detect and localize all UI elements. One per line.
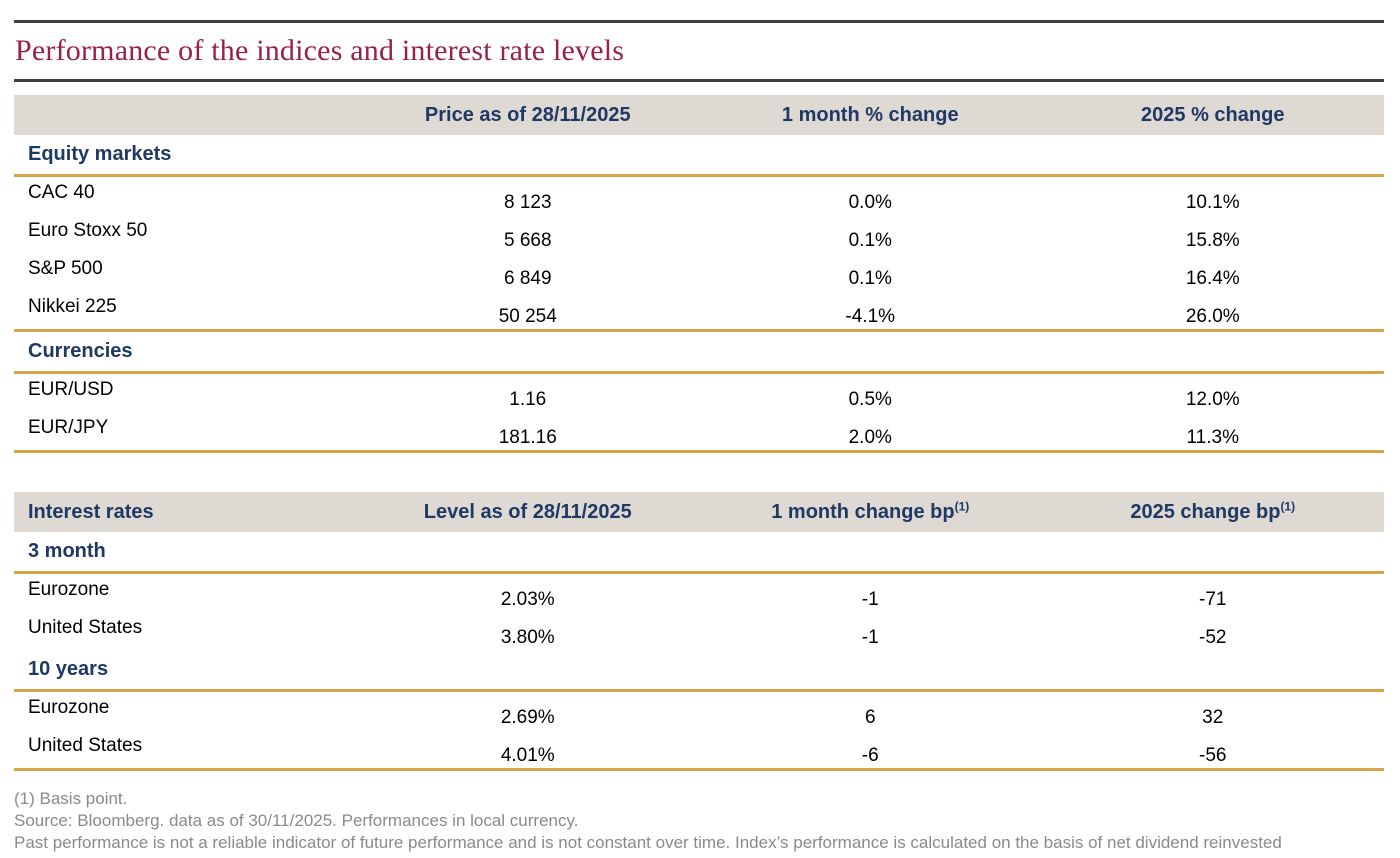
- row-1m-change: 0.5%: [848, 389, 892, 410]
- row-ytd-change: 11.3%: [1186, 427, 1239, 448]
- market-header-price: Price as of 28/11/2025: [424, 103, 631, 126]
- rates-header-1m: 1 month change bp(1): [771, 498, 970, 523]
- row-1m-change: 2.0%: [848, 427, 892, 448]
- footnote-source: Source: Bloomberg. data as of 30/11/2025…: [14, 811, 579, 830]
- gold-rule: [14, 571, 1384, 574]
- gold-rule: [14, 329, 1384, 332]
- row-label: CAC 40: [28, 182, 95, 203]
- table-row-eurusd: EUR/USD 1.16 0.5% 12.0%: [14, 374, 1384, 412]
- table-row-3m-united-states: United States 3.80% -1 -52: [14, 612, 1384, 650]
- row-level: 2.03%: [500, 589, 555, 610]
- row-ytd-change: 12.0%: [1185, 389, 1240, 410]
- footnote-disclaimer: Past performance is not a reliable indic…: [14, 833, 1282, 852]
- table-row-3m-eurozone: Eurozone 2.03% -1 -71: [14, 574, 1384, 612]
- section-currencies: Currencies: [28, 340, 133, 362]
- title-top-rule: [14, 20, 1384, 23]
- row-price: 50 254: [498, 306, 557, 327]
- table-row-sp500: S&P 500 6 849 0.1% 16.4%: [14, 253, 1384, 291]
- rates-header-ytd: 2025 change bp(1): [1130, 498, 1296, 523]
- row-1m-change: 0.0%: [848, 192, 892, 213]
- table-row-cac40: CAC 40 8 123 0.0% 10.1%: [14, 177, 1384, 215]
- row-ytd-change: 26.0%: [1185, 306, 1240, 327]
- footnote-marker: (1): [1280, 498, 1296, 513]
- row-1m-change: -4.1%: [845, 306, 896, 327]
- market-header-ytd: 2025 % change: [1141, 103, 1285, 126]
- row-1m-change: -1: [861, 627, 879, 648]
- title-bottom-rule: [14, 79, 1384, 82]
- gold-rule: [14, 768, 1384, 771]
- rates-header-level: Level as of 28/11/2025: [423, 500, 632, 523]
- row-label: United States: [28, 617, 143, 638]
- row-label: EUR/USD: [28, 379, 114, 400]
- row-label: Nikkei 225: [28, 296, 117, 317]
- row-price: 1.16: [509, 389, 547, 410]
- row-ytd-change: -56: [1199, 745, 1227, 766]
- gold-rule: [14, 689, 1384, 692]
- row-ytd-change: 16.4%: [1185, 268, 1240, 289]
- rates-header-title: Interest rates: [28, 500, 154, 523]
- table-row-eurostoxx50: Euro Stoxx 50 5 668 0.1% 15.8%: [14, 215, 1384, 253]
- rates-table: Interest rates Level as of 28/11/2025 1 …: [14, 492, 1384, 771]
- row-level: 2.69%: [500, 707, 555, 728]
- section-10-years: 10 years: [28, 658, 109, 680]
- section-3-month: 3 month: [28, 540, 106, 562]
- gold-rule: [14, 371, 1384, 374]
- row-ytd-change: -52: [1199, 627, 1227, 648]
- row-ytd-change: 10.1%: [1185, 192, 1240, 213]
- market-table: Price as of 28/11/2025 1 month % change …: [14, 95, 1384, 453]
- table-gap: [14, 453, 1384, 492]
- footnotes: (1) Basis point. Source: Bloomberg. data…: [14, 788, 1384, 854]
- footnote-basis-point: (1) Basis point.: [14, 789, 128, 808]
- row-price: 6 849: [503, 268, 552, 289]
- row-label: United States: [28, 735, 143, 756]
- section-equity-markets: Equity markets: [28, 143, 172, 165]
- row-level: 3.80%: [500, 627, 555, 648]
- row-level: 4.01%: [500, 745, 555, 766]
- row-1m-change: 0.1%: [848, 268, 892, 289]
- table-row-eurjpy: EUR/JPY 181.16 2.0% 11.3%: [14, 412, 1384, 450]
- page-title: Performance of the indices and interest …: [15, 34, 625, 67]
- row-ytd-change: -71: [1199, 589, 1227, 610]
- row-label: Euro Stoxx 50: [28, 220, 148, 241]
- rates-table-header-row: Interest rates Level as of 28/11/2025 1 …: [14, 492, 1384, 532]
- row-label: EUR/JPY: [28, 417, 109, 438]
- table-row-10y-united-states: United States 4.01% -6 -56: [14, 730, 1384, 768]
- row-label: S&P 500: [28, 258, 103, 279]
- market-header-1m: 1 month % change: [781, 103, 959, 126]
- row-1m-change: 0.1%: [848, 230, 892, 251]
- gold-rule: [14, 450, 1384, 453]
- row-ytd-change: 32: [1202, 707, 1224, 728]
- gold-rule: [14, 174, 1384, 177]
- row-price: 8 123: [503, 192, 552, 213]
- row-1m-change: -6: [861, 745, 879, 766]
- row-ytd-change: 15.8%: [1185, 230, 1240, 251]
- row-price: 181.16: [498, 427, 557, 448]
- market-table-header-row: Price as of 28/11/2025 1 month % change …: [14, 95, 1384, 135]
- row-1m-change: 6: [864, 707, 876, 728]
- row-label: Eurozone: [28, 697, 110, 718]
- row-label: Eurozone: [28, 579, 110, 600]
- table-row-nikkei225: Nikkei 225 50 254 -4.1% 26.0%: [14, 291, 1384, 329]
- table-row-10y-eurozone: Eurozone 2.69% 6 32: [14, 692, 1384, 730]
- row-1m-change: -1: [861, 589, 879, 610]
- footnote-marker: (1): [954, 498, 970, 513]
- row-price: 5 668: [503, 230, 552, 251]
